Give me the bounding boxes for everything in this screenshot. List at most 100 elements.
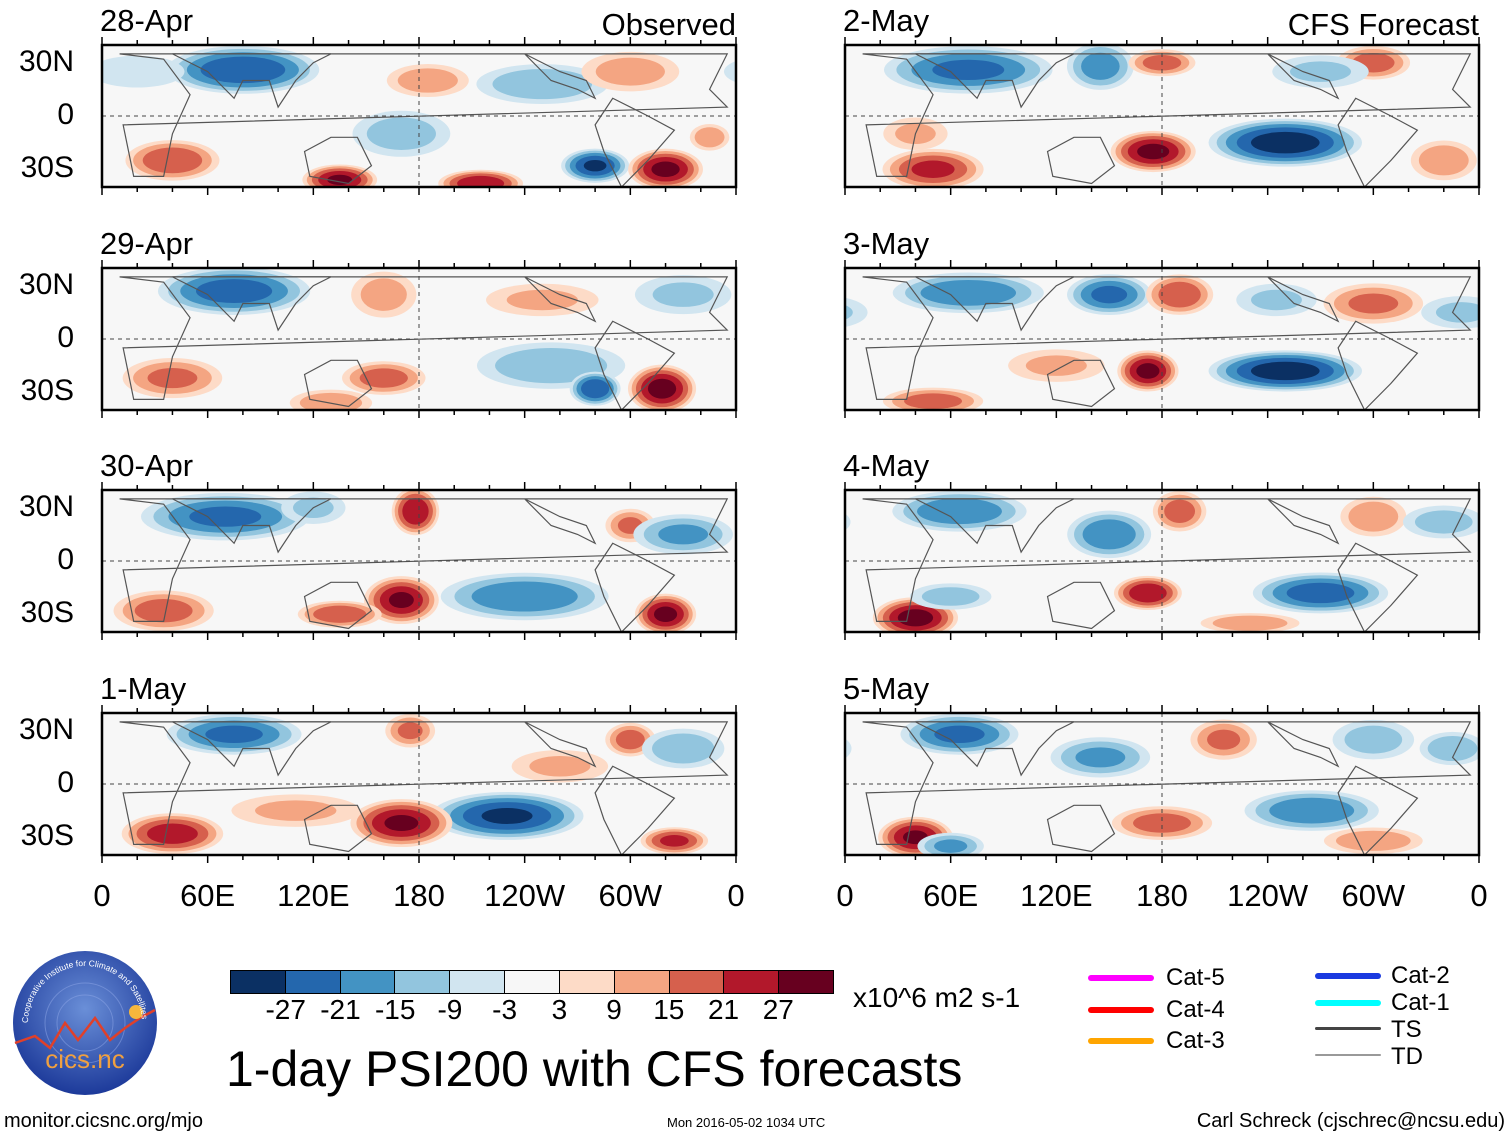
anomaly-contour xyxy=(767,362,846,394)
anomaly-contour xyxy=(785,145,835,175)
anomaly-contour xyxy=(481,807,533,824)
coastline xyxy=(915,721,1075,777)
anomaly-contour xyxy=(651,161,680,178)
coastline xyxy=(915,276,1075,332)
colorbar-label: -3 xyxy=(492,994,518,1025)
anomaly-contour xyxy=(360,278,407,311)
observed-label: Observed xyxy=(601,7,736,42)
anomaly-contour xyxy=(1251,289,1302,311)
anomaly-contour xyxy=(506,289,578,311)
coastline xyxy=(915,53,1075,109)
colorbar-label: -9 xyxy=(437,994,463,1025)
anomaly-contour xyxy=(1212,615,1288,631)
coastline xyxy=(915,498,1075,554)
coastline xyxy=(524,498,597,545)
anomaly-contour xyxy=(196,279,273,304)
anomaly-contour xyxy=(777,140,843,180)
anomaly-contour xyxy=(1133,813,1191,833)
storm-legend-label: TD xyxy=(1391,1043,1423,1070)
anomaly-contour xyxy=(652,282,714,307)
coastline xyxy=(862,498,1472,622)
map-panel xyxy=(794,705,1481,863)
timestamp: Mon 2016-05-02 1034 UTC xyxy=(667,1115,826,1130)
map-panel xyxy=(100,37,846,195)
anomaly-contour xyxy=(1082,519,1136,550)
anomaly-contour xyxy=(748,590,848,630)
anomaly-contour xyxy=(200,56,286,84)
anomaly-contour xyxy=(142,147,203,174)
anomaly-contour xyxy=(794,736,844,761)
panel-date: 2-May xyxy=(843,3,930,38)
anomaly-contour xyxy=(781,823,832,843)
coastline xyxy=(1267,276,1340,323)
y-tick-label: 0 xyxy=(57,98,74,131)
anomaly-contour xyxy=(1025,355,1087,376)
anomaly-contour xyxy=(102,55,185,88)
anomaly-contour xyxy=(762,816,850,851)
y-tick-label: 30S xyxy=(20,819,74,853)
anomaly-contour xyxy=(580,379,610,399)
forecast-label: CFS Forecast xyxy=(1287,7,1479,42)
coastline xyxy=(119,53,729,177)
coastline xyxy=(1337,765,1419,855)
coastline xyxy=(303,136,373,185)
anomaly-contour xyxy=(134,599,193,623)
anomaly-contour xyxy=(845,297,868,327)
colorbar-swatch xyxy=(614,971,670,993)
anomaly-contour xyxy=(757,594,839,627)
anomaly-contour xyxy=(384,815,419,832)
anomaly-contour xyxy=(1136,363,1160,379)
anomaly-contour xyxy=(723,61,736,83)
storm-legend-label: TS xyxy=(1391,1016,1422,1043)
coastline xyxy=(862,276,1472,400)
source-url[interactable]: monitor.cicsnc.org/mjo xyxy=(4,1110,203,1132)
coastline xyxy=(172,721,332,777)
colorbar-swatch xyxy=(505,971,560,993)
colorbar-swatch xyxy=(340,971,396,993)
anomaly-contour xyxy=(1250,361,1320,381)
anomaly-contour xyxy=(1286,582,1355,604)
panel-date: 28-Apr xyxy=(100,3,194,38)
y-tick-label: 0 xyxy=(57,766,74,799)
colorbar-label: 9 xyxy=(606,994,622,1025)
anomaly-contour xyxy=(24,524,74,544)
anomaly-contour xyxy=(1269,797,1355,824)
anomaly-contour xyxy=(767,143,846,177)
anomaly-contour xyxy=(916,498,1002,525)
panel-date: 3-May xyxy=(843,226,930,261)
y-tick-label: 0 xyxy=(57,543,74,576)
anomaly-contour xyxy=(1091,285,1128,304)
anomaly-contour xyxy=(529,756,591,777)
map-panel xyxy=(100,705,850,863)
storm-legend-line xyxy=(1088,1038,1154,1044)
coastline xyxy=(303,804,373,853)
storm-legend-label: Cat-4 xyxy=(1166,996,1225,1023)
y-tick-label: 30S xyxy=(20,374,74,408)
anomaly-contour xyxy=(1207,729,1241,750)
x-tick-label: 0 xyxy=(836,878,854,913)
anomaly-contour xyxy=(1129,583,1167,603)
anomaly-contour xyxy=(658,524,709,545)
storm-legend-line xyxy=(1315,973,1381,979)
x-tick-label: 180 xyxy=(393,878,445,913)
coastline xyxy=(1267,498,1340,545)
y-tick-label: 30N xyxy=(18,44,74,78)
figure-title: 1-day PSI200 with CFS forecasts xyxy=(226,1041,963,1097)
map-panels xyxy=(24,37,1481,863)
anomaly-contour xyxy=(402,498,429,525)
y-tick-label: 0 xyxy=(57,321,74,354)
map-panel xyxy=(100,260,857,418)
colorbar-swatch xyxy=(724,971,780,993)
y-tick-label: 30N xyxy=(18,267,74,301)
panel-date: 29-Apr xyxy=(100,226,194,261)
y-tick-label: 30N xyxy=(18,712,74,746)
x-tick-label: 60W xyxy=(1341,878,1406,913)
colorbar-label: -21 xyxy=(320,994,361,1025)
coastline xyxy=(862,53,1472,177)
anomaly-contour xyxy=(757,358,857,398)
anomaly-contour xyxy=(457,175,505,187)
anomaly-contour xyxy=(845,513,851,531)
anomaly-contour xyxy=(1348,501,1399,532)
coastline xyxy=(862,721,1472,845)
anomaly-contour xyxy=(932,59,1005,80)
